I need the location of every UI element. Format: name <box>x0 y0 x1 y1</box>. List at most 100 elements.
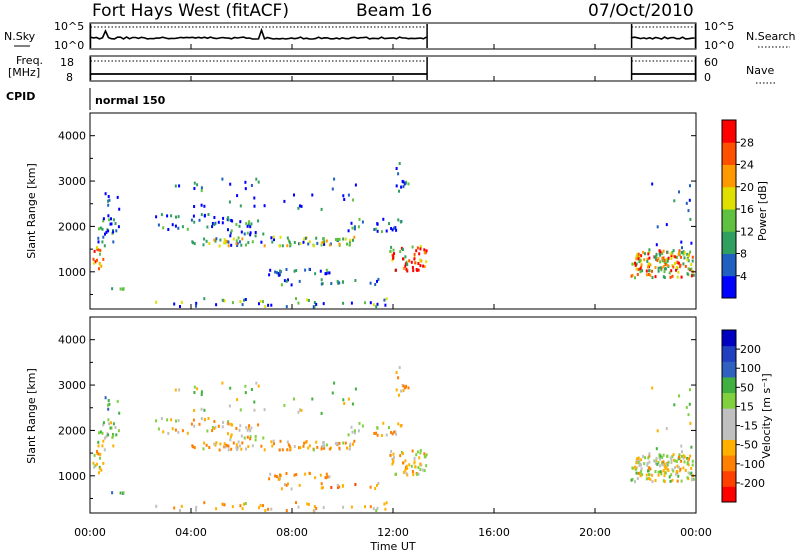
power-echo <box>268 273 271 277</box>
velocity-echo <box>419 451 422 455</box>
velocity-echo <box>93 465 96 469</box>
power-echo <box>104 232 106 236</box>
velocity-echo <box>674 465 676 469</box>
velocity-echo <box>214 443 217 447</box>
power-echo <box>402 180 405 184</box>
velocity-echo <box>255 381 258 385</box>
velocity-echo <box>423 469 426 473</box>
power-echo <box>661 256 664 260</box>
velocity-echo <box>639 474 642 478</box>
velocity-echo <box>338 485 341 489</box>
power-echo <box>320 278 323 282</box>
velocity-echo <box>297 410 300 414</box>
power-echo <box>116 195 119 199</box>
power-echo <box>376 302 379 306</box>
velocity-echo <box>346 446 348 450</box>
power-colorbar-cell <box>722 275 736 299</box>
velocity-echo <box>662 469 665 473</box>
velocity-echo <box>683 455 686 459</box>
velocity-echo <box>654 459 657 463</box>
velocity-echo <box>227 422 230 426</box>
velocity-echo <box>417 466 420 469</box>
velocity-echo <box>211 429 214 433</box>
power-echo <box>279 235 282 239</box>
velocity-echo <box>99 467 102 471</box>
velocity-echo <box>223 503 226 507</box>
velocity-echo <box>377 481 380 485</box>
velocity-echo <box>663 474 666 478</box>
velocity-echo <box>320 482 323 486</box>
power-echo <box>671 251 674 254</box>
velocity-echo <box>336 441 339 445</box>
velocity-echo <box>665 463 668 466</box>
velocity-echo <box>227 420 230 424</box>
velocity-echo <box>351 402 354 406</box>
power-echo <box>418 252 421 256</box>
nsearch-tick-bottom: 10^0 <box>704 39 734 52</box>
velocity-echo <box>648 473 650 477</box>
velocity-echo <box>674 459 677 463</box>
power-echo <box>687 259 690 263</box>
power-echo <box>404 262 407 266</box>
velocity-echo <box>97 440 100 444</box>
velocity-echo <box>300 408 303 412</box>
velocity-echo <box>99 430 102 434</box>
ytick-label: 4000 <box>58 130 86 143</box>
power-echo <box>270 303 273 307</box>
power-echo <box>402 185 405 189</box>
velocity-echo <box>208 446 211 449</box>
power-echo <box>680 275 683 279</box>
velocity-echo <box>108 422 111 426</box>
velocity-echo <box>637 461 640 465</box>
velocity-echo <box>634 465 636 469</box>
velocity-echo <box>663 465 666 468</box>
velocity-echo <box>222 420 225 424</box>
power-echo <box>303 237 306 241</box>
velocity-echo <box>385 433 388 437</box>
power-echo <box>250 222 253 226</box>
power-echo <box>338 242 341 246</box>
power-echo <box>423 265 426 269</box>
velocity-echo <box>299 408 301 412</box>
power-echo <box>413 257 416 261</box>
velocity-echo <box>98 431 100 435</box>
ytick-label: 1000 <box>58 470 86 483</box>
velocity-echo <box>243 436 246 440</box>
power-echo <box>354 279 357 282</box>
velocity-echo <box>280 487 283 491</box>
power-echo <box>337 281 339 285</box>
power-echo <box>319 269 322 273</box>
velocity-echo <box>244 502 247 505</box>
velocity-echo <box>411 470 414 473</box>
velocity-echo <box>250 426 253 430</box>
velocity-echo <box>203 441 206 445</box>
power-echo <box>638 255 641 259</box>
power-echo <box>380 230 383 234</box>
velocity-echo <box>417 472 420 476</box>
power-echo <box>219 238 222 242</box>
velocity-echo <box>350 505 353 509</box>
velocity-echo <box>404 468 407 472</box>
velocity-echo <box>175 419 177 423</box>
power-echo <box>225 239 228 243</box>
power-echo <box>639 270 642 274</box>
beam-title: Beam 16 <box>356 1 432 21</box>
velocity-echo <box>382 421 385 425</box>
power-echo <box>659 266 662 270</box>
power-echo <box>325 268 328 272</box>
velocity-echo <box>98 471 100 475</box>
velocity-echo <box>406 467 409 470</box>
velocity-echo <box>402 470 405 474</box>
velocity-echo <box>656 462 659 466</box>
velocity-echo <box>394 430 397 434</box>
power-echo <box>420 259 423 263</box>
power-echo <box>221 177 224 181</box>
velocity-echo <box>644 456 646 460</box>
power-echo <box>419 245 422 248</box>
velocity-echo <box>343 402 346 405</box>
power-echo <box>645 269 648 273</box>
velocity-echo <box>241 441 244 445</box>
power-echo <box>659 250 662 254</box>
power-echo <box>660 268 663 272</box>
velocity-echo <box>338 446 341 450</box>
